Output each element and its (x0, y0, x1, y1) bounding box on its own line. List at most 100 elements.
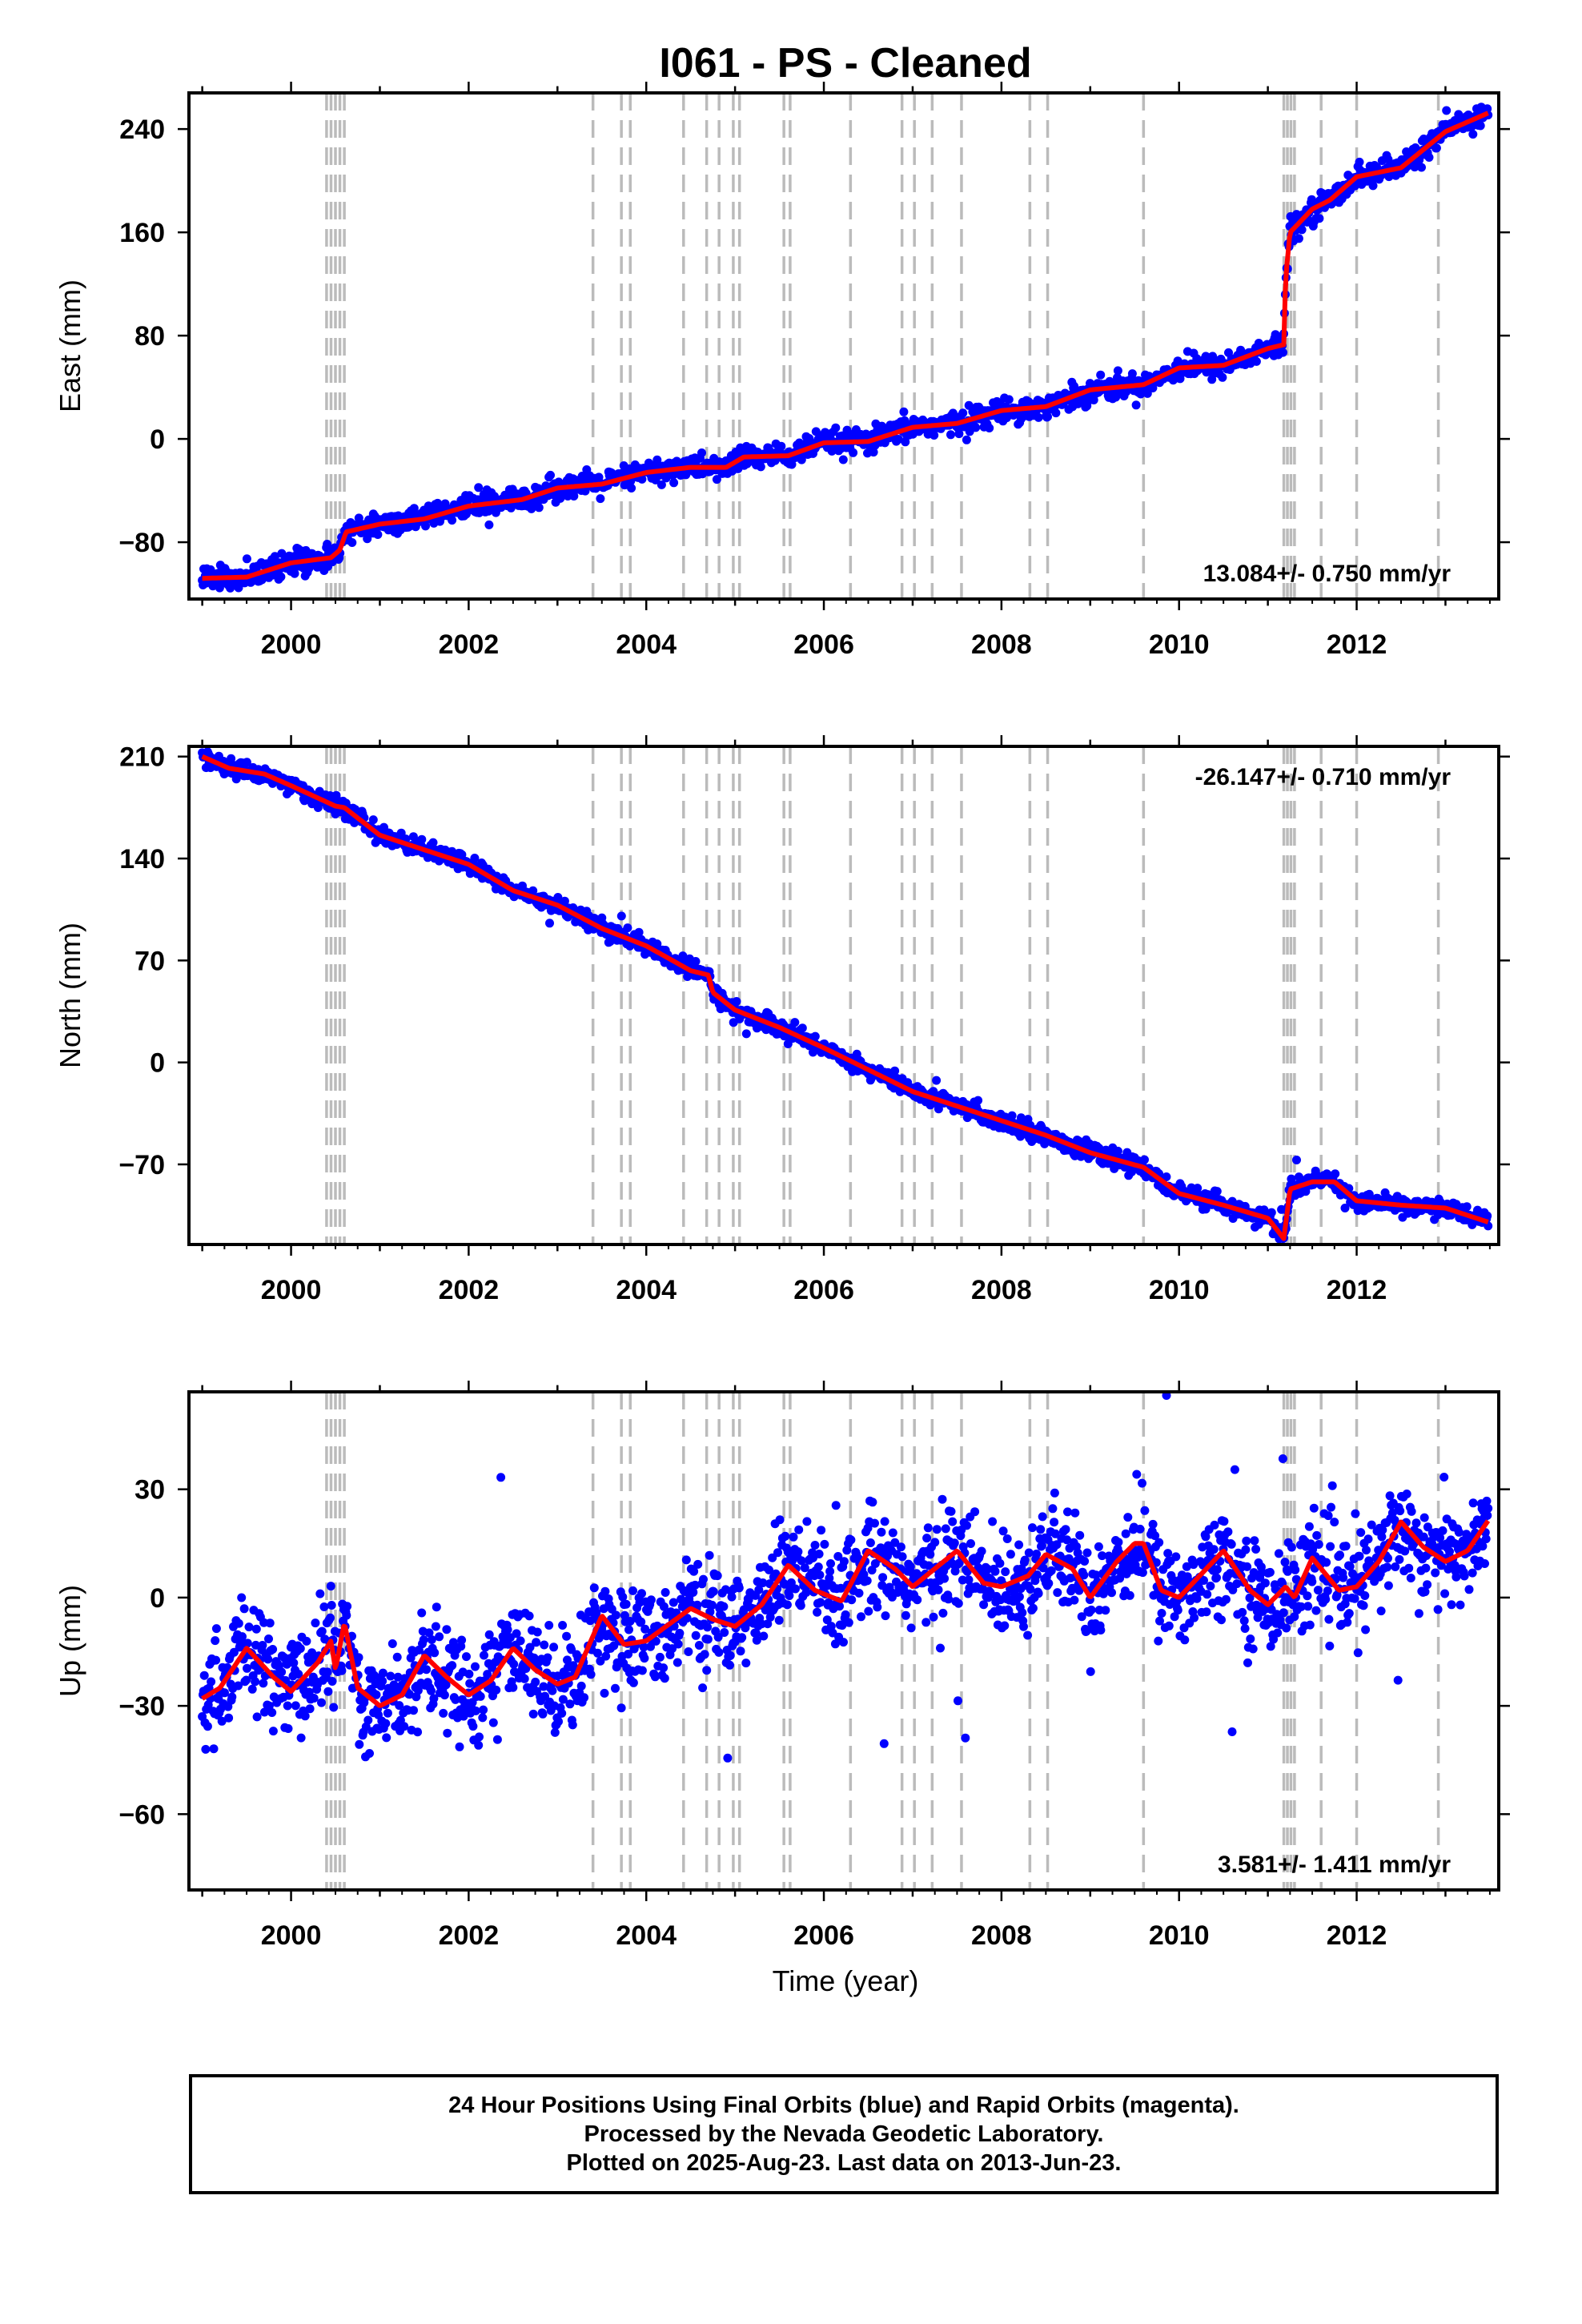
y-tick-label: 70 (135, 946, 165, 976)
data-point (1070, 1508, 1080, 1518)
data-point (839, 1638, 848, 1647)
data-point (283, 1724, 293, 1733)
data-point (532, 1638, 541, 1647)
data-point (323, 1667, 332, 1677)
data-point (1053, 1588, 1062, 1598)
data-point (926, 1550, 935, 1559)
data-point (430, 1648, 440, 1658)
data-point (624, 1625, 633, 1634)
data-point (323, 540, 332, 549)
data-point (211, 1636, 220, 1646)
data-point (528, 1709, 538, 1719)
data-point (775, 1515, 785, 1525)
data-point (813, 1607, 822, 1617)
data-point (831, 1501, 841, 1510)
data-point (1075, 1530, 1085, 1540)
data-point (899, 407, 909, 416)
panel-2: 2000 2002 2004 2006 2008 2010 2012−70070140210… (54, 735, 1510, 1305)
data-point (1468, 130, 1478, 139)
data-point (428, 838, 438, 847)
data-point (1028, 1523, 1037, 1533)
data-point (1046, 1566, 1056, 1575)
data-point (381, 1719, 391, 1728)
data-point (713, 1571, 722, 1581)
data-point (932, 1525, 942, 1534)
data-point (409, 504, 419, 513)
y-tick-label: −80 (118, 528, 165, 558)
data-point (259, 1679, 268, 1688)
data-point (317, 1626, 327, 1636)
x-tick-label: 2002 (439, 629, 500, 660)
data-point (890, 1066, 900, 1076)
y-tick-label: 80 (135, 321, 165, 352)
data-point (702, 1666, 712, 1675)
data-point (545, 919, 554, 928)
data-point (1006, 1550, 1015, 1559)
data-point (347, 538, 357, 547)
data-point (1089, 396, 1098, 404)
data-point (1043, 412, 1052, 421)
data-point (782, 1600, 792, 1610)
data-point (1331, 1169, 1340, 1179)
data-point (1113, 366, 1122, 376)
panel-1: 2000 2002 2004 2006 2008 2010 2012−80080160240… (54, 82, 1510, 660)
data-point (725, 1660, 734, 1670)
data-point (1442, 106, 1452, 115)
data-point (593, 1648, 602, 1658)
data-point (265, 1618, 275, 1628)
data-point (327, 1677, 337, 1686)
y-axis-label: East (mm) (54, 279, 86, 412)
data-point (932, 1076, 942, 1085)
data-point (893, 435, 903, 444)
data-point (378, 1668, 387, 1678)
data-point (596, 494, 605, 504)
data-point (954, 1598, 963, 1608)
x-tick-label: 2010 (1149, 629, 1210, 660)
data-point (709, 1586, 718, 1596)
data-point (337, 1666, 347, 1675)
data-points (198, 747, 1493, 1244)
data-point (355, 1739, 364, 1749)
data-point (628, 1586, 637, 1595)
data-point (309, 1694, 319, 1703)
data-point (637, 1666, 647, 1675)
data-point (802, 1517, 812, 1526)
data-point (637, 1589, 646, 1598)
data-point (794, 1525, 804, 1534)
data-point (838, 455, 848, 464)
data-point (546, 470, 555, 480)
data-point (906, 1623, 916, 1633)
data-point (319, 1602, 329, 1611)
data-point (936, 1643, 945, 1653)
data-point (387, 1639, 397, 1648)
data-point (820, 1539, 829, 1549)
data-point (966, 1539, 975, 1548)
data-point (785, 1591, 794, 1600)
data-point (516, 1636, 525, 1646)
data-point (311, 1618, 320, 1628)
data-point (940, 1574, 950, 1583)
data-point (448, 516, 457, 525)
data-point (826, 1559, 835, 1568)
data-point (962, 1521, 971, 1530)
data-point (621, 1599, 631, 1609)
data-point (929, 1612, 938, 1622)
data-point (1023, 1630, 1033, 1640)
data-point (1019, 1622, 1028, 1631)
data-point (484, 520, 494, 529)
data-point (586, 1670, 596, 1679)
data-point (421, 521, 430, 531)
data-point (1061, 1525, 1070, 1534)
data-point (774, 1615, 784, 1625)
data-point (277, 1667, 287, 1677)
data-point (825, 1566, 835, 1576)
data-point (946, 430, 955, 440)
x-tick-label: 2010 (1149, 1275, 1210, 1305)
y-axis-label: North (mm) (54, 923, 86, 1068)
data-point (847, 1595, 857, 1605)
y-tick-label: 0 (150, 1048, 165, 1079)
data-point (881, 1611, 890, 1621)
data-point (270, 552, 279, 561)
data-point (1417, 163, 1426, 172)
data-point (628, 1678, 638, 1687)
